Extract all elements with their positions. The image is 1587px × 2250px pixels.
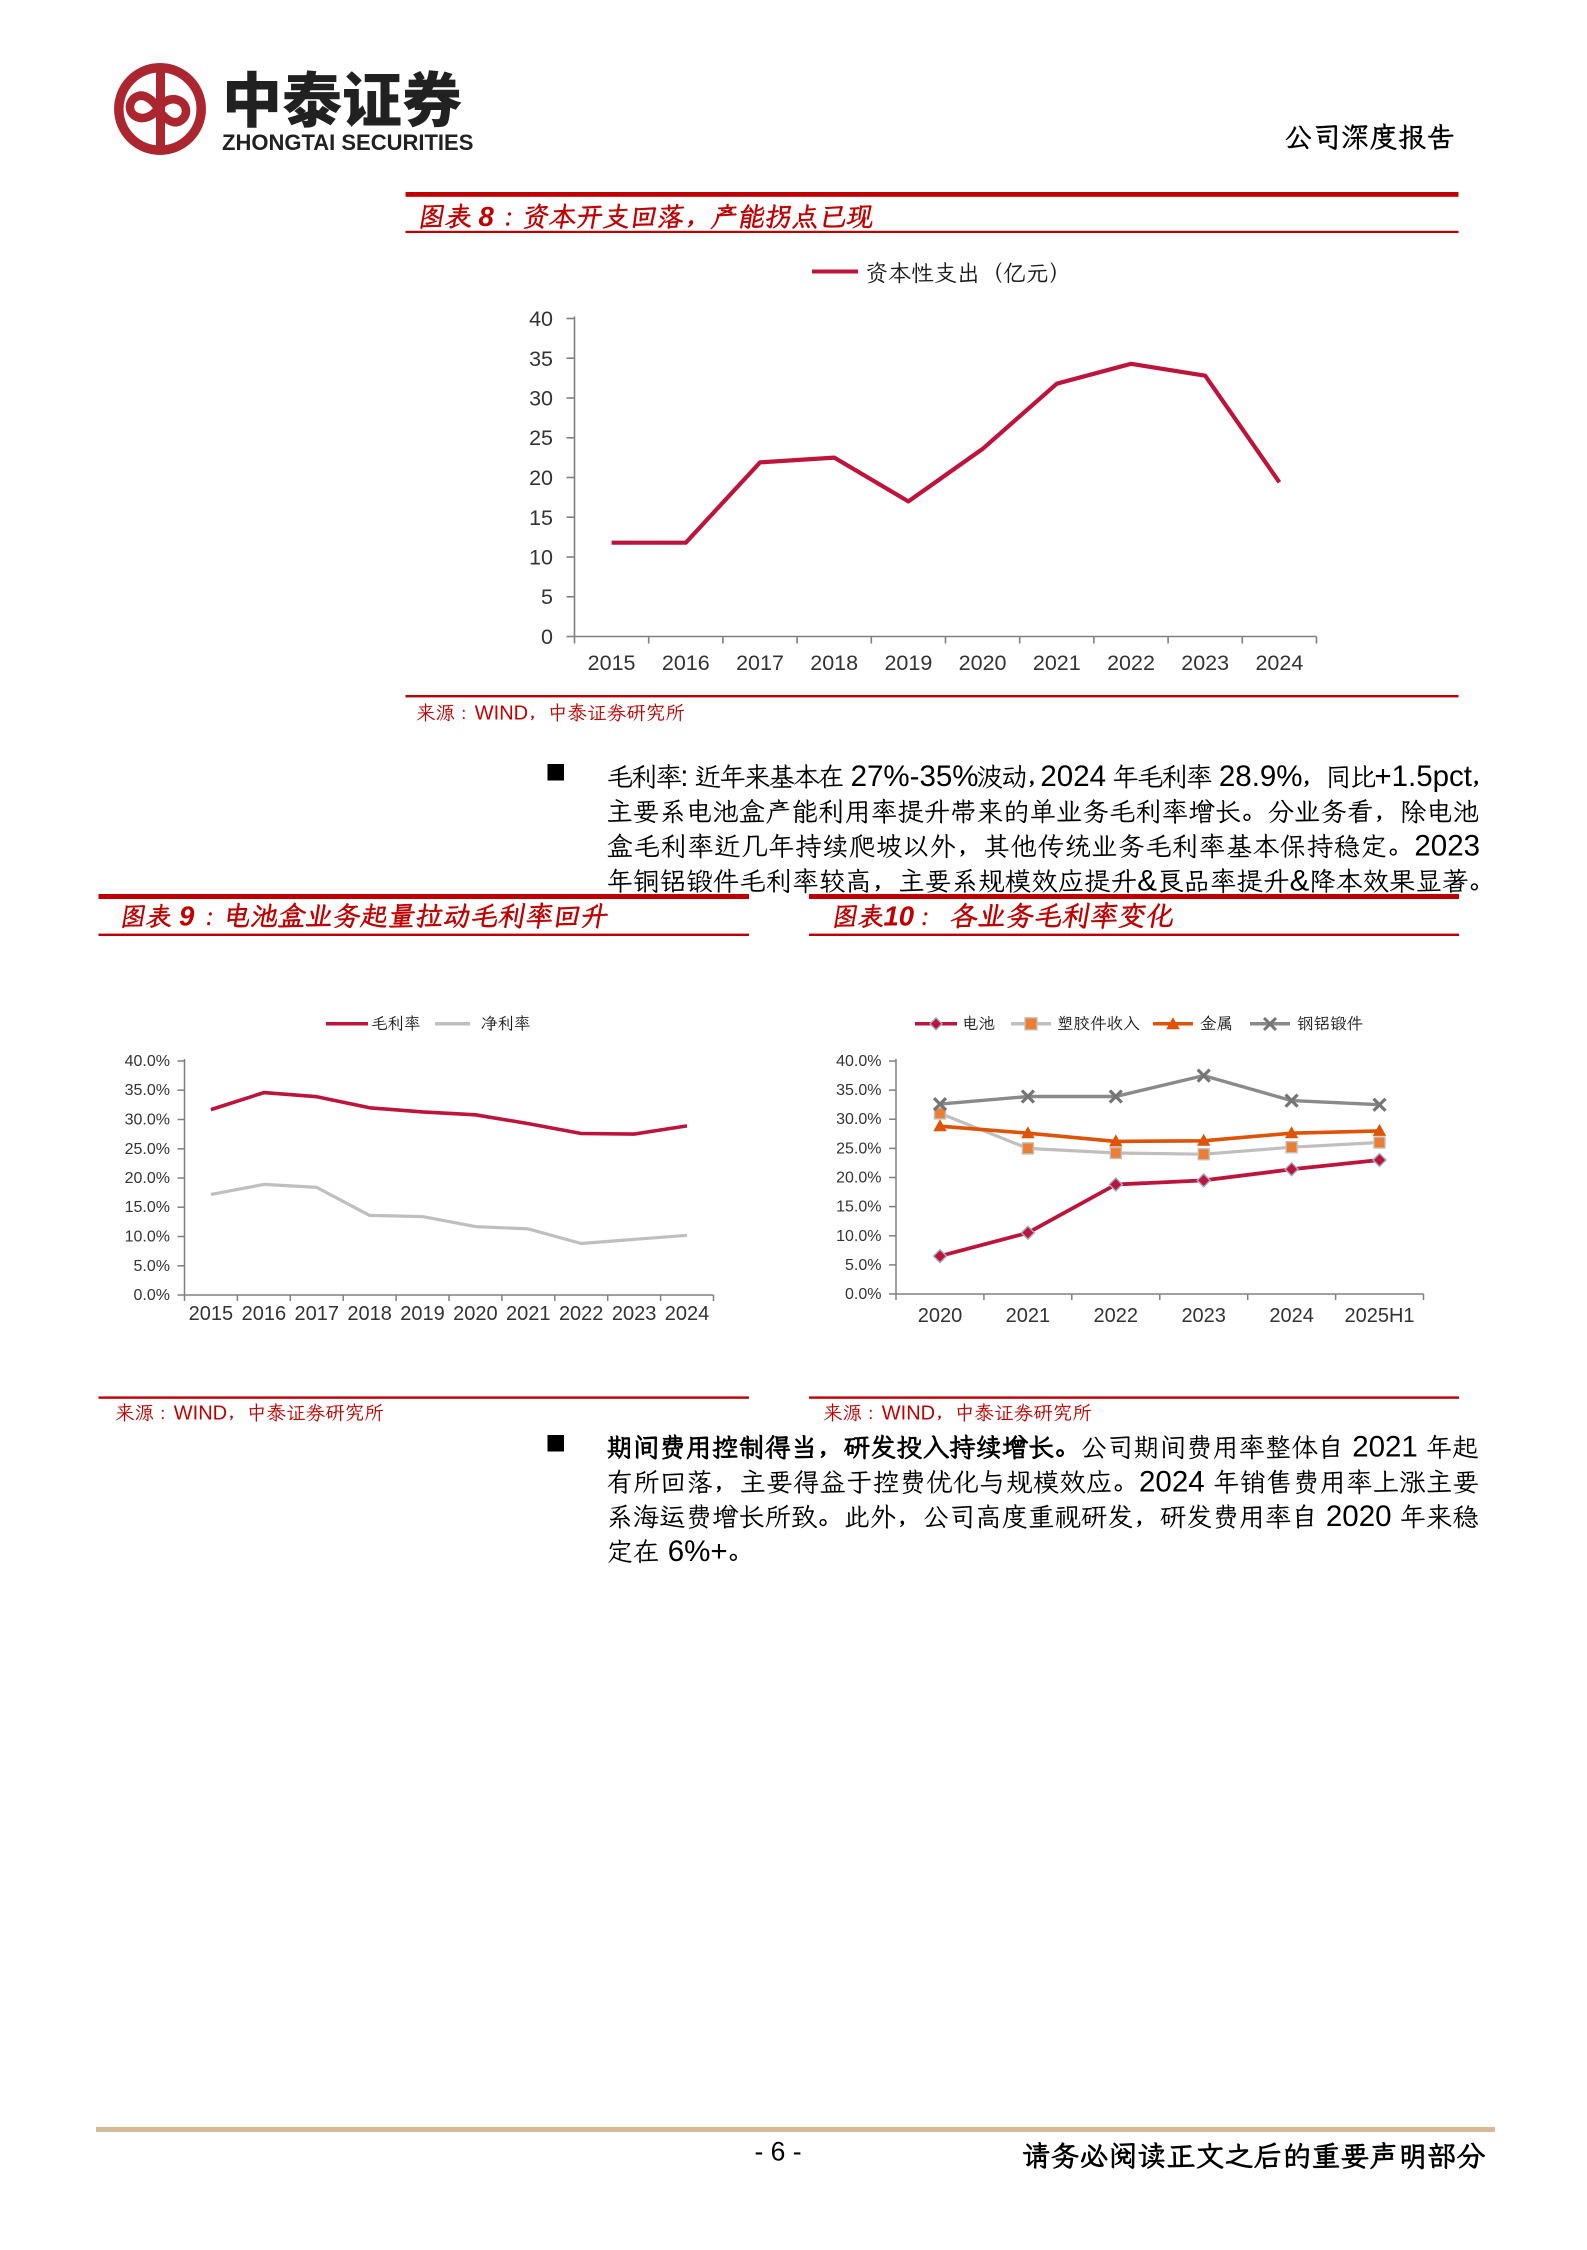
svg-text:20.0%: 20.0% [836,1170,881,1187]
svg-text:2020: 2020 [1326,1500,1392,1533]
svg-text:2021: 2021 [1352,1431,1418,1464]
svg-text:6%+: 6%+ [668,1535,728,1568]
svg-text:2024: 2024 [1255,651,1303,675]
svg-text:8: 8 [479,201,495,232]
svg-text:15: 15 [529,506,553,530]
svg-text:2020: 2020 [959,651,1007,675]
svg-text:9: 9 [179,901,195,932]
svg-text:2021: 2021 [1033,651,1081,675]
svg-text:20: 20 [529,466,553,490]
svg-text:2024: 2024 [1040,760,1106,793]
svg-text:&: & [1137,864,1157,897]
svg-text:2018: 2018 [810,651,858,675]
svg-text:2023: 2023 [1414,830,1480,863]
svg-text:25.0%: 25.0% [836,1140,881,1157]
svg-text:- 6 -: - 6 - [754,2137,801,2167]
svg-text:0.0%: 0.0% [134,1287,170,1304]
svg-text:30.0%: 30.0% [836,1111,881,1128]
svg-text:35.0%: 35.0% [836,1082,881,1099]
svg-text:10: 10 [529,546,553,570]
svg-text:2023: 2023 [612,1303,657,1325]
svg-text:35: 35 [529,347,553,371]
svg-text:2023: 2023 [1181,1305,1226,1327]
svg-text::: : [680,760,688,793]
svg-text:2019: 2019 [400,1303,445,1325]
svg-text:0.0%: 0.0% [845,1286,881,1303]
svg-text:2021: 2021 [1006,1305,1051,1327]
svg-text:2015: 2015 [189,1303,234,1325]
svg-text:2017: 2017 [295,1303,340,1325]
svg-text:2017: 2017 [736,651,784,675]
svg-text:2019: 2019 [884,651,932,675]
svg-text:2023: 2023 [1181,651,1229,675]
svg-text:35.0%: 35.0% [125,1082,170,1099]
svg-text:WIND: WIND [475,703,528,725]
svg-text:2025H1: 2025H1 [1344,1305,1414,1327]
svg-text:25.0%: 25.0% [125,1141,170,1158]
svg-text:15.0%: 15.0% [836,1199,881,1216]
svg-text:15.0%: 15.0% [125,1199,170,1216]
svg-text:30.0%: 30.0% [125,1112,170,1129]
svg-text:2015: 2015 [588,651,636,675]
svg-text:28.9%: 28.9% [1219,760,1303,793]
svg-text:10.0%: 10.0% [836,1228,881,1245]
svg-text:2024: 2024 [665,1303,710,1325]
svg-text:WIND: WIND [882,1403,935,1425]
svg-text:5: 5 [541,585,553,609]
svg-text:2016: 2016 [662,651,710,675]
svg-text:2022: 2022 [559,1303,604,1325]
svg-text:5.0%: 5.0% [845,1257,881,1274]
svg-text:25: 25 [529,426,553,450]
svg-text:2016: 2016 [242,1303,287,1325]
svg-text:40.0%: 40.0% [836,1053,881,1070]
svg-text:2020: 2020 [453,1303,498,1325]
svg-text:40.0%: 40.0% [125,1053,170,1070]
svg-text:5.0%: 5.0% [134,1258,170,1275]
svg-text:2018: 2018 [347,1303,392,1325]
svg-text:10.0%: 10.0% [125,1229,170,1246]
svg-text:2022: 2022 [1094,1305,1139,1327]
svg-text:2024: 2024 [1269,1305,1314,1327]
svg-text:27%-35%: 27%-35% [851,760,979,793]
svg-text:0: 0 [541,625,553,649]
svg-text:ZHONGTAI SECURITIES: ZHONGTAI SECURITIES [222,130,473,155]
svg-text:40: 40 [529,307,553,331]
svg-text:10: 10 [884,901,915,932]
svg-text:WIND: WIND [174,1403,227,1425]
svg-text:+1.5pct: +1.5pct [1374,760,1472,793]
svg-text:20.0%: 20.0% [125,1170,170,1187]
svg-text:2022: 2022 [1107,651,1155,675]
svg-text:2020: 2020 [918,1305,963,1327]
svg-text:30: 30 [529,387,553,411]
svg-text:&: & [1290,864,1310,897]
svg-text:2021: 2021 [506,1303,551,1325]
svg-text:2024: 2024 [1139,1465,1205,1498]
